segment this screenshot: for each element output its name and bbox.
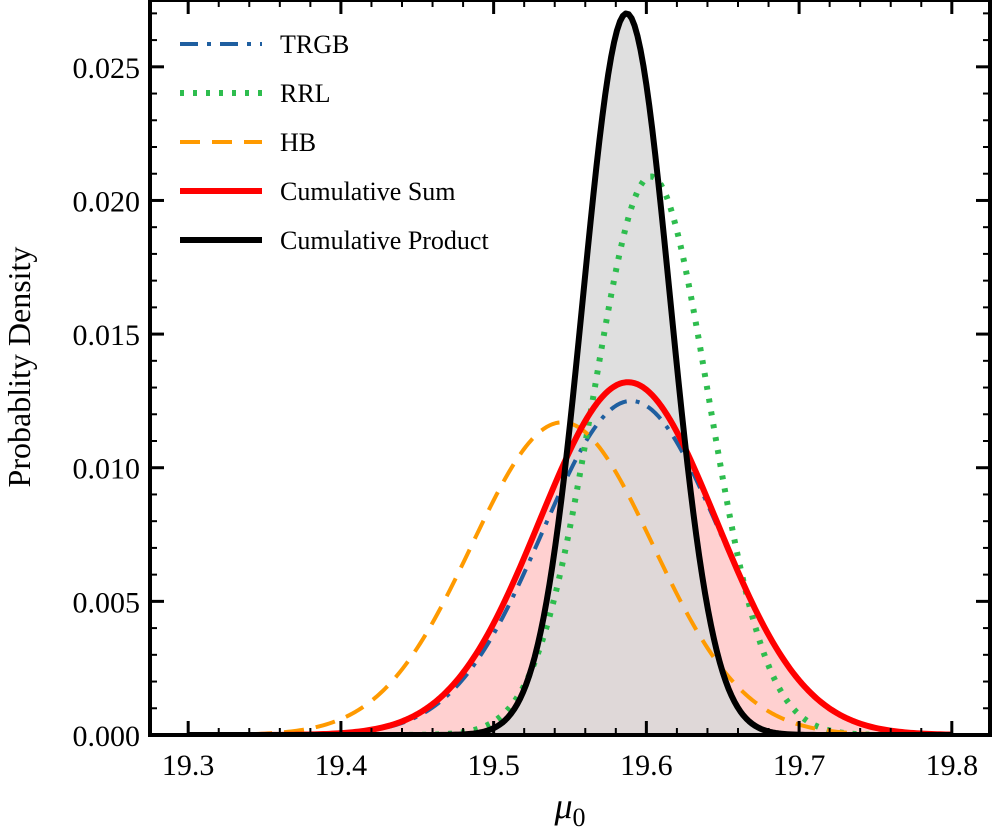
x-axis-title: μ0: [553, 786, 585, 832]
legend-label-trgb: TRGB: [280, 30, 349, 59]
y-tick-label: 0.010: [73, 453, 141, 486]
x-axis-subscript: 0: [573, 803, 586, 832]
y-tick-label: 0.005: [73, 586, 141, 619]
x-tick-label: 19.6: [620, 749, 673, 782]
x-tick-label: 19.3: [162, 749, 215, 782]
x-tick-label: 19.7: [773, 749, 826, 782]
x-tick-label: 19.4: [315, 749, 368, 782]
legend-label-cumulative-sum: Cumulative Sum: [280, 177, 456, 206]
legend-label-rrl: RRL: [280, 79, 331, 108]
legend-label-cumulative-product: Cumulative Product: [280, 226, 489, 255]
y-tick-label: 0.020: [73, 185, 141, 218]
plot-frame: [148, 0, 992, 737]
fill-layer: [188, 13, 952, 735]
x-axis-symbol: μ: [553, 786, 572, 826]
line-rrl: [188, 173, 952, 735]
y-tick-label: 0.015: [73, 319, 141, 352]
legend-label-hb: HB: [280, 128, 316, 157]
y-tick-label: 0.000: [73, 720, 141, 753]
y-tick-label: 0.025: [73, 52, 141, 85]
x-tick-label: 19.8: [926, 749, 979, 782]
y-axis-title: Probablity Density: [1, 247, 37, 488]
legend: TRGB RRL HB Cumulative Sum Cumulative Produc…: [180, 30, 489, 255]
fill-cumulative-product: [188, 13, 952, 735]
x-tick-label: 19.5: [467, 749, 520, 782]
tick-layer: 19.3 19.4 19.5 19.6 19.7 19.8 0.000 0.005 0.010 0…: [73, 0, 990, 782]
